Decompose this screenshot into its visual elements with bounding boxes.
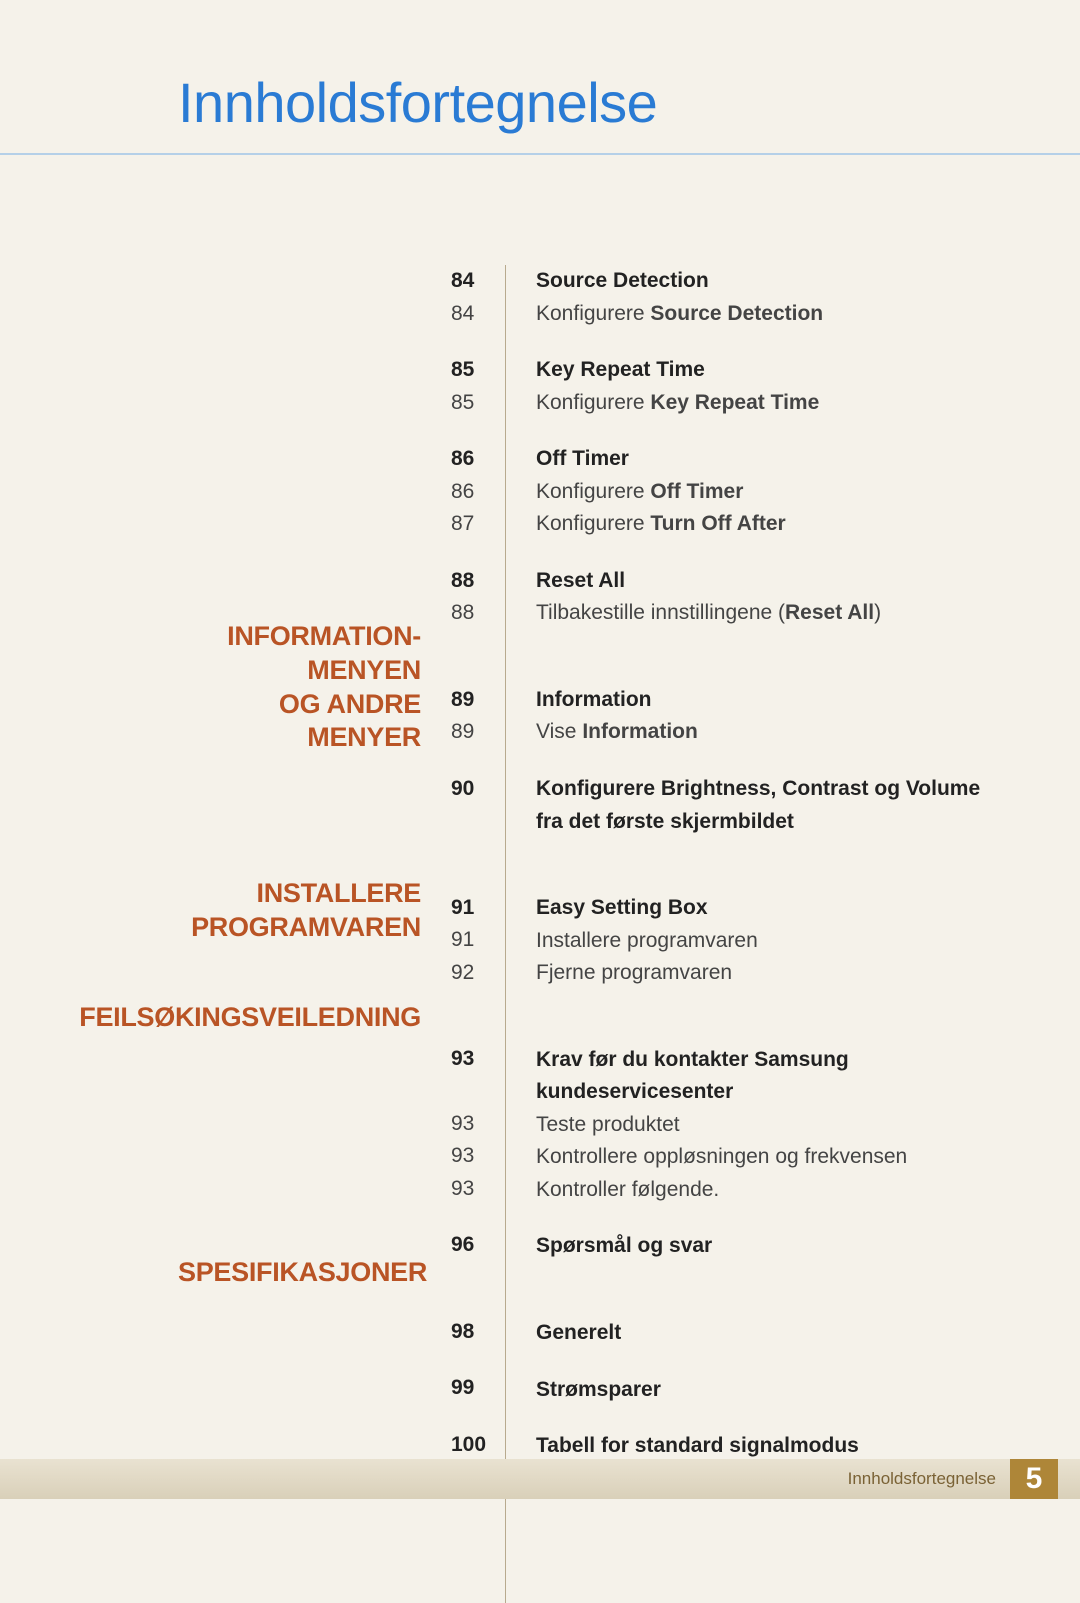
section-label-line1: SPESIFIKASJONER <box>178 1257 427 1287</box>
toc-page: 86 <box>451 476 505 509</box>
toc-page: 91 <box>451 924 505 957</box>
page-footer: Innholdsfortegnelse 5 <box>0 1459 1080 1499</box>
toc-page: 91 <box>451 892 505 925</box>
toc-entry: Reset All <box>536 565 1006 598</box>
section-installere-programvaren: INSTALLERE PROGRAMVAREN <box>178 877 421 945</box>
toc-page: 84 <box>451 265 505 298</box>
page: Innholdsfortegnelse INFORMATION-MENYEN O… <box>0 0 1080 1603</box>
toc-content: INFORMATION-MENYEN OG ANDRE MENYER INSTA… <box>178 265 1080 1603</box>
toc-page: 92 <box>451 957 505 990</box>
toc-entry: Off Timer <box>536 443 1006 476</box>
toc-page: 100 <box>451 1429 505 1462</box>
toc-page: 96 <box>451 1229 505 1262</box>
toc-entry: Konfigurere Key Repeat Time <box>536 387 1006 420</box>
toc-page: 84 <box>451 298 505 331</box>
toc-entry: Source Detection <box>536 265 1006 298</box>
section-label-line2: PROGRAMVAREN <box>191 912 421 942</box>
toc-page: 93 <box>451 1043 505 1076</box>
footer-page-number: 5 <box>1010 1459 1058 1499</box>
toc-entry: Tilbakestille innstillingene (Reset All) <box>536 597 1006 630</box>
toc-page: 89 <box>451 716 505 749</box>
section-feilsokingsveiledning: FEILSØKINGSVEILEDNING <box>0 1001 421 1035</box>
toc-entry: Tabell for standard signalmodus <box>536 1430 1006 1463</box>
toc-page: 99 <box>451 1372 505 1405</box>
footer-label: Innholdsfortegnelse <box>848 1469 996 1489</box>
section-label-line1: INSTALLERE <box>257 878 422 908</box>
section-column: INFORMATION-MENYEN OG ANDRE MENYER INSTA… <box>178 265 421 1603</box>
toc-page: 87 <box>451 508 505 541</box>
section-label-line1: INFORMATION-MENYEN <box>227 621 421 685</box>
toc-entry: Kontroller følgende. <box>536 1174 1006 1207</box>
toc-entry: Krav før du kontakter Samsung kundeservi… <box>536 1044 1006 1109</box>
toc-page: 88 <box>451 597 505 630</box>
toc-page: 85 <box>451 387 505 420</box>
entry-column: Source Detection Konfigurere Source Dete… <box>506 265 1006 1603</box>
section-spesifikasjoner: SPESIFIKASJONER <box>178 1256 421 1290</box>
toc-page: 90 <box>451 773 505 806</box>
toc-page: 86 <box>451 443 505 476</box>
toc-entry: Fjerne programvaren <box>536 957 1006 990</box>
toc-entry: Konfigurere Off Timer <box>536 476 1006 509</box>
toc-entry: Teste produktet <box>536 1109 1006 1142</box>
toc-page: 93 <box>451 1173 505 1206</box>
toc-entry: Installere programvaren <box>536 925 1006 958</box>
section-label-line1: FEILSØKINGSVEILEDNING <box>79 1002 421 1032</box>
toc-page: 93 <box>451 1108 505 1141</box>
toc-page: 89 <box>451 684 505 717</box>
toc-entry: Konfigurere Turn Off After <box>536 508 1006 541</box>
page-number-column: 84 84 85 85 86 86 87 88 88 89 89 90 91 9… <box>421 265 506 1603</box>
toc-entry: Spørsmål og svar <box>536 1230 1006 1263</box>
toc-entry: Konfigurere Source Detection <box>536 298 1006 331</box>
toc-entry: Generelt <box>536 1317 1006 1350</box>
section-information-menyen: INFORMATION-MENYEN OG ANDRE MENYER <box>178 620 421 755</box>
toc-entry: Strømsparer <box>536 1374 1006 1407</box>
page-title: Innholdsfortegnelse <box>178 70 1080 135</box>
toc-entry: Kontrollere oppløsningen og frekvensen <box>536 1141 1006 1174</box>
toc-entry: Information <box>536 684 1006 717</box>
title-rule <box>0 153 1080 155</box>
toc-page: 98 <box>451 1316 505 1349</box>
toc-entry: Vise Information <box>536 716 1006 749</box>
section-label-line2: OG ANDRE MENYER <box>279 689 421 753</box>
toc-entry: Easy Setting Box <box>536 892 1006 925</box>
toc-page: 88 <box>451 565 505 598</box>
toc-page: 93 <box>451 1140 505 1173</box>
toc-entry: Konfigurere Brightness, Contrast og Volu… <box>536 773 1006 838</box>
toc-entry: Key Repeat Time <box>536 354 1006 387</box>
toc-page: 85 <box>451 354 505 387</box>
